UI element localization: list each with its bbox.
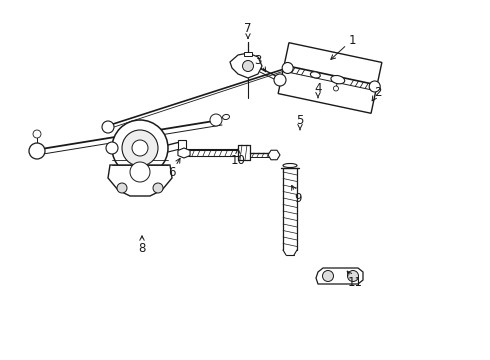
Text: 1: 1 — [348, 33, 356, 46]
Ellipse shape — [283, 163, 297, 167]
Circle shape — [243, 60, 253, 72]
Circle shape — [322, 270, 334, 282]
Circle shape — [29, 143, 45, 159]
Text: 7: 7 — [244, 22, 252, 35]
Circle shape — [274, 74, 286, 86]
Circle shape — [102, 121, 114, 133]
Bar — [244, 52, 252, 56]
Circle shape — [132, 140, 148, 156]
Circle shape — [130, 162, 150, 182]
Circle shape — [33, 130, 41, 138]
Text: 9: 9 — [294, 192, 302, 204]
Text: 11: 11 — [347, 275, 363, 288]
Text: 5: 5 — [296, 113, 304, 126]
Text: 4: 4 — [314, 81, 322, 94]
Circle shape — [122, 130, 158, 166]
Circle shape — [334, 86, 339, 91]
Circle shape — [369, 81, 380, 92]
Ellipse shape — [331, 76, 345, 84]
Polygon shape — [268, 150, 280, 160]
Ellipse shape — [222, 114, 229, 120]
Polygon shape — [178, 148, 190, 158]
Polygon shape — [316, 268, 363, 284]
Circle shape — [112, 120, 168, 176]
Polygon shape — [108, 165, 172, 196]
Circle shape — [106, 142, 118, 154]
Text: 3: 3 — [254, 54, 262, 67]
Text: 6: 6 — [168, 166, 176, 179]
Text: 10: 10 — [231, 153, 245, 166]
Ellipse shape — [310, 72, 320, 78]
Bar — [178, 140, 186, 152]
Circle shape — [117, 183, 127, 193]
Circle shape — [210, 114, 222, 126]
Circle shape — [347, 270, 359, 282]
Circle shape — [282, 63, 293, 73]
Circle shape — [153, 183, 163, 193]
Polygon shape — [230, 53, 262, 78]
Polygon shape — [278, 43, 382, 113]
Text: 2: 2 — [374, 85, 382, 99]
Text: 8: 8 — [138, 242, 146, 255]
